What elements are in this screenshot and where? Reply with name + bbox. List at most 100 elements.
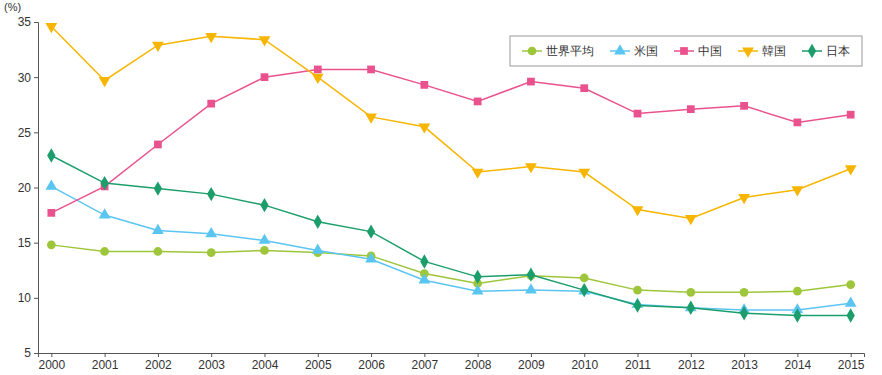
x-tick-label: 2008 <box>465 358 492 372</box>
x-axis-line <box>39 354 865 358</box>
data-point <box>633 298 641 312</box>
x-tick: 2012 <box>678 353 705 372</box>
y-tick: 15 <box>18 236 38 250</box>
y-tick: 20 <box>18 181 38 195</box>
data-point <box>687 301 695 315</box>
series-markers <box>45 180 856 314</box>
data-point <box>100 247 109 256</box>
data-point <box>740 306 748 320</box>
data-point <box>792 186 804 196</box>
data-point <box>205 227 217 237</box>
data-point <box>845 165 857 175</box>
data-point <box>418 273 430 283</box>
series-area <box>45 23 856 323</box>
legend-item: 日本 <box>802 44 850 58</box>
x-tick: 2002 <box>145 353 172 372</box>
chart: 5101520253035200020012002200320042005200… <box>0 0 882 375</box>
x-tick-mark <box>797 353 798 357</box>
series-markers <box>47 66 854 217</box>
x-tick-label: 2013 <box>731 358 758 372</box>
x-tick: 2001 <box>92 353 119 372</box>
series-line <box>51 156 850 316</box>
x-tick: 2011 <box>625 353 651 372</box>
legend-item: 韓国 <box>738 44 786 58</box>
data-point <box>154 141 162 149</box>
y-tick-mark <box>34 353 38 354</box>
y-tick-label: 15 <box>18 236 32 250</box>
data-point <box>205 33 217 43</box>
x-tick-label: 2011 <box>625 358 651 372</box>
data-point <box>846 280 855 289</box>
y-tick-mark <box>34 22 38 23</box>
legend-item: 世界平均 <box>522 44 594 58</box>
data-point <box>580 283 588 297</box>
data-point <box>633 286 642 295</box>
data-point <box>207 100 215 108</box>
data-point <box>260 246 269 255</box>
x-tick: 2013 <box>731 353 758 372</box>
x-tick: 2007 <box>412 353 439 372</box>
y-tick-label: 30 <box>18 71 32 85</box>
legend-box <box>510 36 862 66</box>
y-tick-label: 10 <box>18 291 32 305</box>
data-point <box>47 209 55 217</box>
data-point <box>152 224 164 234</box>
data-point <box>312 74 324 84</box>
data-point <box>207 248 216 257</box>
y-axis-title: (%) <box>4 1 21 13</box>
x-tick-mark <box>744 353 745 357</box>
data-point <box>45 23 57 33</box>
y-tick-mark <box>34 243 38 244</box>
x-tick-label: 2009 <box>518 358 545 372</box>
x-tick-mark <box>105 353 106 357</box>
x-tick-label: 2012 <box>678 358 705 372</box>
x-tick-label: 2002 <box>145 358 172 372</box>
legend-label: 世界平均 <box>546 44 594 58</box>
data-point <box>314 66 322 74</box>
data-point <box>578 169 590 179</box>
data-point <box>740 102 748 110</box>
x-tick-mark <box>371 353 372 357</box>
x-tick-mark <box>478 353 479 357</box>
data-point <box>845 297 857 307</box>
data-point <box>259 234 271 244</box>
data-point <box>847 308 855 322</box>
x-tick-mark <box>158 353 159 357</box>
legend-label: 韓国 <box>762 44 786 58</box>
x-tick-mark <box>584 353 585 357</box>
data-point <box>420 81 428 89</box>
x-tick: 2005 <box>305 353 332 372</box>
y-tick-label: 25 <box>18 126 32 140</box>
x-tick-mark <box>264 353 265 357</box>
legend-label: 日本 <box>826 44 850 58</box>
x-tick-label: 2004 <box>252 358 279 372</box>
x-tick-label: 2007 <box>412 358 439 372</box>
x-tick: 2010 <box>571 353 598 372</box>
y-axis-line <box>34 23 39 354</box>
x-tick-mark <box>851 353 852 357</box>
data-point <box>525 163 537 173</box>
y-tick: 35 <box>18 15 38 29</box>
y-tick-label: 35 <box>18 15 32 29</box>
data-point <box>47 148 55 162</box>
data-point <box>152 42 164 52</box>
data-point <box>740 288 749 297</box>
data-point <box>367 66 375 74</box>
data-point <box>793 308 801 322</box>
data-point <box>473 270 481 284</box>
data-point <box>527 267 535 281</box>
data-point <box>45 180 57 190</box>
data-point <box>793 287 802 296</box>
data-point <box>154 181 162 195</box>
y-tick-mark <box>34 77 38 78</box>
x-tick-label: 2003 <box>198 358 225 372</box>
data-point <box>207 187 215 201</box>
data-point <box>686 288 695 297</box>
data-point <box>632 206 644 216</box>
x-tick-label: 2015 <box>838 358 865 372</box>
x-tick: 2000 <box>38 353 65 372</box>
y-tick-mark <box>34 188 38 189</box>
x-axis: 2000200120022003200420052006200720082009… <box>38 353 864 372</box>
series-markers <box>47 148 855 322</box>
data-point <box>474 98 482 106</box>
